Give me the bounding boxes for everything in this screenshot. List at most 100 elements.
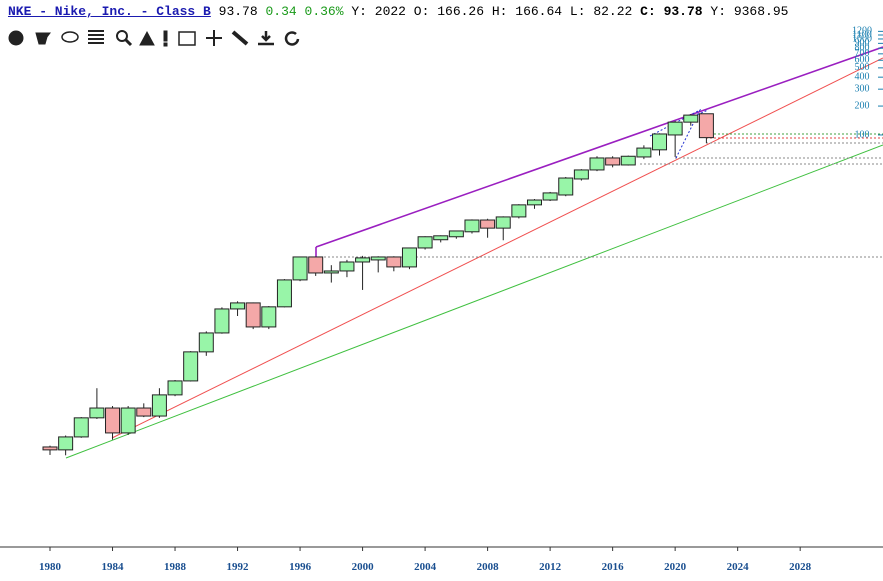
x-tick-label: 1984 bbox=[102, 561, 125, 573]
candle-body bbox=[558, 177, 574, 196]
y-tick-label: 900 bbox=[855, 38, 870, 49]
x-tick-label: 1980 bbox=[39, 561, 62, 573]
candle-body bbox=[573, 169, 589, 180]
tool-calendar[interactable] bbox=[178, 31, 196, 46]
tool-twitter[interactable] bbox=[35, 32, 51, 45]
candle-body bbox=[480, 219, 496, 229]
last: 93.78 bbox=[218, 4, 258, 19]
field-label: H: bbox=[491, 4, 508, 19]
x-tick-label: 2028 bbox=[789, 561, 812, 573]
y-tick-label: 200 bbox=[855, 100, 870, 111]
y-tick-label: 100 bbox=[855, 129, 870, 140]
candle-body bbox=[261, 306, 277, 328]
tool-move[interactable] bbox=[206, 30, 222, 46]
candle-body bbox=[417, 236, 433, 249]
x-tick-label: 2020 bbox=[664, 561, 687, 573]
candle-body bbox=[105, 407, 121, 434]
candles bbox=[42, 113, 714, 456]
tool-search[interactable] bbox=[116, 30, 128, 42]
x-tick-label: 2008 bbox=[477, 561, 500, 573]
candle-body bbox=[308, 256, 324, 274]
candle-body bbox=[589, 157, 605, 171]
field-value: 9368.95 bbox=[733, 4, 789, 19]
drawings bbox=[65, 46, 883, 459]
candle-body bbox=[698, 113, 714, 139]
trend-line bbox=[65, 144, 883, 459]
candle-body bbox=[401, 247, 417, 268]
field-value: 166.26 bbox=[437, 4, 485, 19]
change-pct: 0.36% bbox=[304, 4, 344, 19]
x-tick-label: 2004 bbox=[414, 561, 437, 573]
x-tick-label: 2012 bbox=[539, 561, 562, 573]
candle-body bbox=[292, 256, 308, 281]
y-tick-label: 600 bbox=[855, 55, 870, 66]
y-tick-label: 500 bbox=[855, 62, 870, 73]
tool-refresh[interactable] bbox=[284, 31, 300, 46]
candle-body bbox=[230, 302, 246, 310]
candle-body bbox=[652, 133, 668, 151]
candle-body bbox=[183, 351, 199, 382]
header: NKE - Nike, Inc. - Class B 93.78 0.34 0.… bbox=[8, 4, 788, 19]
field-value: 2022 bbox=[374, 4, 406, 19]
tool-link[interactable] bbox=[231, 30, 249, 46]
trend-line bbox=[315, 46, 883, 248]
candle-body bbox=[120, 407, 136, 434]
candle-body bbox=[636, 147, 652, 158]
x-tick-label: 2016 bbox=[602, 561, 625, 573]
candle-body bbox=[683, 114, 699, 123]
candle-body bbox=[511, 204, 527, 218]
search-handle bbox=[124, 38, 133, 47]
x-tick-label: 2024 bbox=[727, 561, 750, 573]
candle-body bbox=[58, 436, 74, 451]
candle-body bbox=[542, 192, 558, 201]
candle-body bbox=[433, 235, 449, 241]
candle-body bbox=[89, 407, 105, 419]
candle-body bbox=[448, 230, 464, 238]
candle-body bbox=[386, 256, 402, 268]
candle-body bbox=[73, 417, 89, 438]
y-tick-label: 800 bbox=[855, 43, 870, 54]
candle-body bbox=[198, 332, 214, 353]
field-value: 93.78 bbox=[663, 4, 703, 19]
y-tick-label: 1100 bbox=[852, 29, 872, 40]
candle-body bbox=[151, 394, 167, 417]
tool-comment[interactable] bbox=[61, 31, 79, 43]
candle-body bbox=[370, 256, 386, 261]
tool-alert[interactable] bbox=[163, 30, 168, 42]
candle-body bbox=[464, 219, 480, 233]
y-tick-label: 300 bbox=[855, 83, 870, 94]
candle-body bbox=[605, 157, 621, 166]
y-tick-label: 700 bbox=[855, 48, 870, 59]
symbol-link[interactable]: NKE - Nike, Inc. - Class B bbox=[8, 4, 211, 19]
alert-dot bbox=[163, 42, 168, 47]
candle-body bbox=[667, 121, 683, 136]
x-tick-label: 1996 bbox=[289, 561, 312, 573]
field-label: O: bbox=[413, 4, 430, 19]
x-tick-label: 2000 bbox=[352, 561, 375, 573]
candle-body bbox=[495, 216, 511, 229]
tool-triangle[interactable] bbox=[139, 30, 155, 46]
field-label: Y: bbox=[710, 4, 726, 19]
fields: Y: 2022 O: 166.26 H: 166.64 L: 82.22 C: … bbox=[351, 4, 788, 19]
field-value: 82.22 bbox=[593, 4, 633, 19]
candle-body bbox=[214, 308, 230, 334]
tool-download[interactable] bbox=[258, 31, 274, 46]
toolbar bbox=[8, 30, 300, 47]
candle-body bbox=[620, 155, 636, 166]
tool-dashboard[interactable] bbox=[8, 30, 24, 46]
trend-line bbox=[111, 57, 883, 439]
candle-body bbox=[355, 257, 371, 263]
candle-body bbox=[339, 261, 355, 272]
field-label: C: bbox=[640, 4, 656, 19]
y-tick-label: 1200 bbox=[852, 26, 872, 37]
x-tick-label: 1988 bbox=[164, 561, 187, 573]
candle-body bbox=[526, 199, 542, 206]
field-value: 166.64 bbox=[515, 4, 563, 19]
y-tick-label: 400 bbox=[855, 71, 870, 82]
y-tick-label: 1000 bbox=[852, 33, 872, 44]
change: 0.34 bbox=[265, 4, 297, 19]
tool-list[interactable] bbox=[88, 30, 104, 44]
candle-body bbox=[245, 302, 261, 328]
